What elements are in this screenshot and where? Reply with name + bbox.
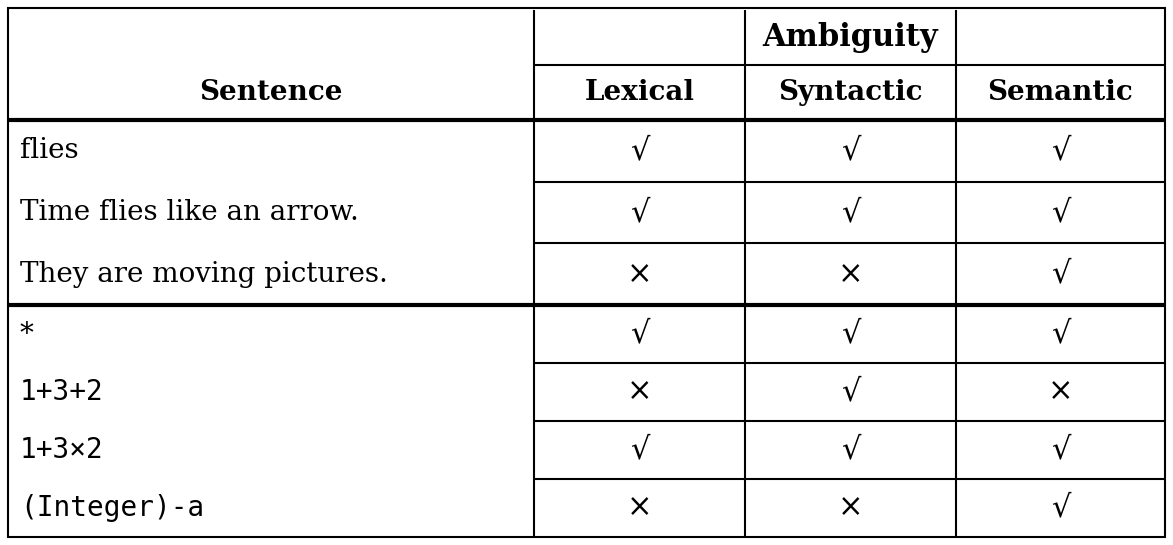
Text: *: * [20, 320, 34, 348]
Text: ×: × [628, 493, 652, 524]
Text: 1+3+2: 1+3+2 [20, 378, 103, 406]
Text: 1+3×2: 1+3×2 [20, 436, 103, 464]
Text: √: √ [841, 135, 860, 166]
Text: √: √ [1051, 259, 1070, 289]
Text: ×: × [628, 377, 652, 408]
Text: √: √ [841, 197, 860, 228]
Text: Syntactic: Syntactic [778, 79, 922, 106]
Text: ×: × [838, 493, 863, 524]
Text: √: √ [1051, 318, 1070, 349]
Text: √: √ [841, 434, 860, 465]
Text: They are moving pictures.: They are moving pictures. [20, 261, 388, 288]
Text: √: √ [841, 318, 860, 349]
Text: Sentence: Sentence [199, 79, 343, 106]
Text: Ambiguity: Ambiguity [762, 22, 937, 53]
Text: Lexical: Lexical [584, 79, 694, 106]
Text: Time flies like an arrow.: Time flies like an arrow. [20, 199, 359, 226]
Text: √: √ [630, 318, 650, 349]
Text: √: √ [630, 434, 650, 465]
Text: flies: flies [20, 137, 79, 165]
Text: Semantic: Semantic [988, 79, 1133, 106]
Text: √: √ [841, 377, 860, 408]
Text: (Integer)-a: (Integer)-a [20, 494, 204, 522]
Text: √: √ [1051, 197, 1070, 228]
Text: √: √ [1051, 135, 1070, 166]
Text: ×: × [628, 259, 652, 289]
Text: ×: × [1047, 377, 1073, 408]
Text: √: √ [630, 135, 650, 166]
Text: ×: × [838, 259, 863, 289]
Text: √: √ [630, 197, 650, 228]
Text: √: √ [1051, 434, 1070, 465]
Text: √: √ [1051, 493, 1070, 524]
